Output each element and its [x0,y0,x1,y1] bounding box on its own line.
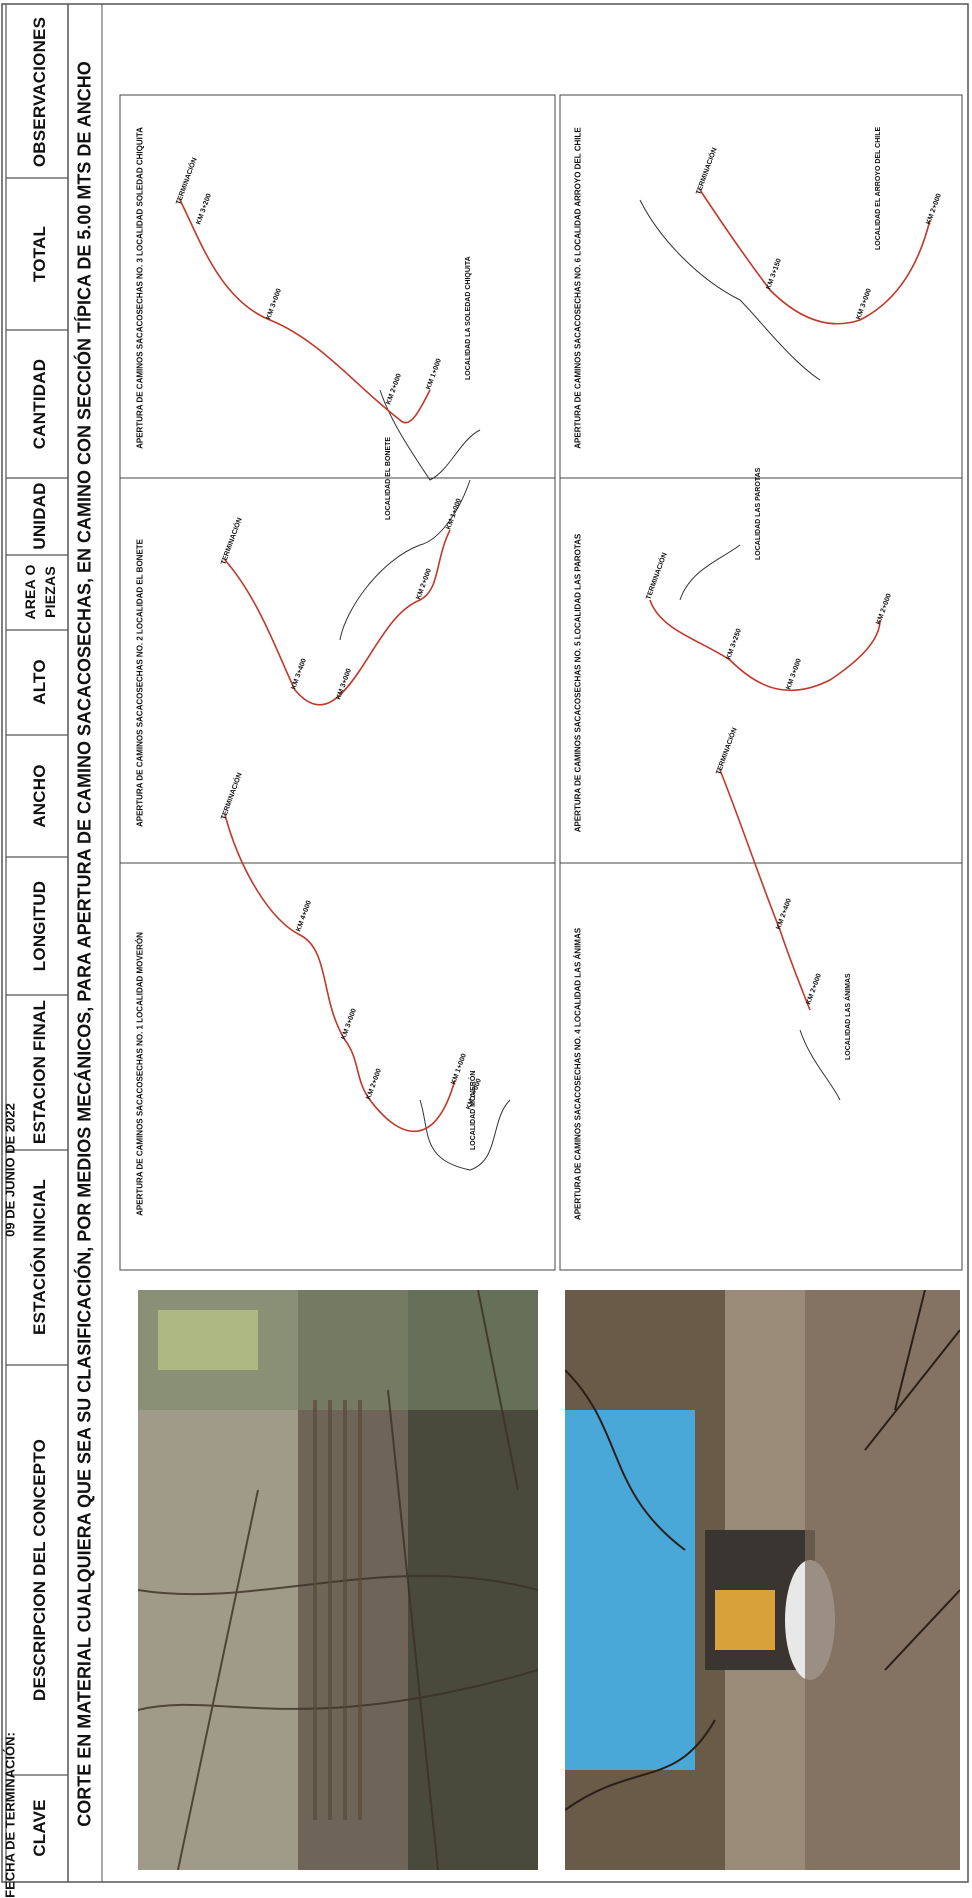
station-label: KM 1+000 [445,498,463,531]
station-label: TERMINACIÓN [218,516,243,565]
new-road-route [699,189,931,325]
site-photo-1 [138,1290,538,1870]
existing-road [379,389,481,481]
map-4: TERMINACIÓN KM 2+400 KM 2+000 LOCALIDAD LAS… [713,726,852,1101]
station-label: KM 2+000 [875,593,893,626]
station-label: KM 2+400 [775,898,793,931]
map-6: TERMINACIÓN KM 3+150 KM 3+000 KM 2+000 LOCAL… [639,127,943,381]
new-road-route [224,814,456,1133]
station-label: TERMINACIÓN [713,726,738,775]
existing-road [679,544,741,601]
station-label: KM 3+000 [855,288,873,321]
station-label: TERMINACIÓN [218,771,243,820]
new-road-route [649,599,881,692]
locality-label: LOCALIDAD LAS PAROTAS [755,467,762,560]
station-label: KM 3+150 [765,258,783,291]
station-label: TERMINACIÓN [693,146,718,195]
station-label: KM 4+000 [295,900,313,933]
existing-road [339,479,471,641]
locality-label: LOCALIDAD MOVERÓN [468,1071,477,1150]
station-label: KM 2+000 [805,973,823,1006]
station-label: KM 3+000 [340,1008,358,1041]
locality-label: LOCALIDAD LAS ÁNIMAS [843,973,852,1060]
locality-label: LOCALIDAD EL BONETE [385,437,392,520]
new-road-route [224,529,451,706]
station-label: KM 1+000 [425,358,443,391]
station-label: KM 1+000 [450,1053,468,1086]
station-label: KM 2+000 [385,373,403,406]
station-label: KM 3+400 [290,658,308,691]
existing-road [639,199,821,381]
station-label: KM 2+000 [415,568,433,601]
station-label: KM 3+200 [195,193,213,226]
existing-road [419,1099,511,1171]
map-1: TERMINACIÓN KM 4+000 KM 3+000 KM 2+000 KM 1+… [218,771,511,1171]
station-label: KM 3+250 [725,628,743,661]
station-label: KM 2+000 [365,1068,383,1101]
map-5: TERMINACIÓN KM 3+250 KM 3+000 KM 2+000 LOCAL… [643,467,893,692]
locality-label: LOCALIDAD EL ARROYO DEL CHILE [875,127,882,250]
site-photo-2 [565,1290,960,1870]
new-road-route [179,199,431,424]
station-label: TERMINACIÓN [173,156,198,205]
station-label: KM 3+000 [265,288,283,321]
station-label: KM 3+000 [785,658,803,691]
existing-road [799,1029,841,1101]
station-label: KM 2+000 [925,193,943,226]
new-road-route [719,769,811,1011]
station-label: TERMINACIÓN [643,551,668,600]
locality-label: LOCALIDAD LA SOLEDAD CHIQUITA [465,256,472,380]
